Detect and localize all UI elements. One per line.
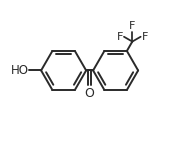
Text: O: O (85, 87, 94, 100)
Text: F: F (117, 32, 123, 42)
Text: F: F (129, 21, 135, 31)
Text: F: F (141, 32, 148, 42)
Text: HO: HO (11, 64, 29, 77)
